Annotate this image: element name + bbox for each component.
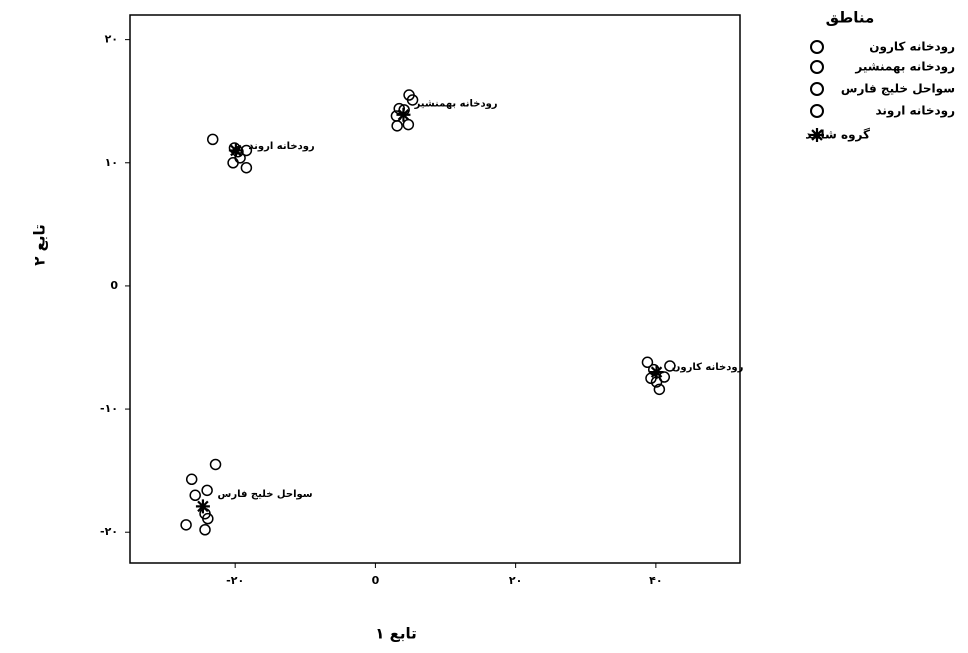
point: [653, 383, 666, 396]
y-tick-label: ۲۰: [105, 33, 118, 46]
point: [209, 458, 222, 471]
y-tick-label: 0: [110, 279, 118, 292]
cluster-label: سواحل خلیج فارس: [218, 489, 313, 500]
legend-label: گروه شاهد: [805, 128, 870, 143]
point: [240, 161, 253, 174]
legend-marker: [810, 128, 824, 142]
x-tick-label: -۲۰: [226, 574, 244, 587]
point: [664, 360, 676, 372]
legend-label: سواحل خلیج فارس: [841, 82, 955, 97]
point: [189, 489, 201, 502]
x-tick-label: ۴۰: [649, 574, 662, 587]
point: [206, 133, 219, 146]
point: [641, 356, 654, 369]
legend-label: رودخانه کارون: [869, 40, 955, 55]
cluster-label: رودخانه کارون: [672, 362, 744, 373]
point: [199, 524, 211, 536]
x-tick-label: ۲۰: [509, 574, 522, 587]
point: [201, 484, 213, 497]
point: [234, 152, 246, 164]
point: [402, 118, 415, 131]
centroid: [649, 365, 664, 380]
x-tick-label: 0: [372, 574, 380, 587]
point: [406, 94, 419, 106]
centroid: [396, 107, 411, 122]
point: [391, 120, 403, 132]
y-tick-label: -۱۰: [100, 402, 118, 415]
y-tick-label: -۲۰: [100, 525, 118, 538]
point: [202, 512, 214, 525]
legend-marker: [810, 104, 824, 118]
legend-marker: [810, 60, 824, 74]
cluster-label: رودخانه اروند: [248, 141, 315, 152]
legend-label: رودخانه اروند: [875, 104, 955, 119]
centroid: [195, 499, 210, 514]
plot-frame: [129, 14, 741, 564]
x-axis-label: تابع ۱: [375, 625, 417, 643]
legend-marker: [810, 82, 824, 96]
point: [227, 157, 239, 169]
legend-label: رودخانه بهمنشیر: [854, 60, 955, 75]
legend-title: مناطق: [826, 9, 875, 27]
point: [185, 473, 198, 486]
cluster-label: رودخانه بهمنشیر: [414, 98, 498, 109]
centroid: [228, 143, 243, 158]
y-axis-label: تابع ۲: [31, 224, 49, 266]
point: [232, 145, 244, 158]
point: [180, 519, 192, 531]
legend-marker: [810, 40, 824, 54]
y-tick-label: ۱۰: [105, 156, 118, 169]
